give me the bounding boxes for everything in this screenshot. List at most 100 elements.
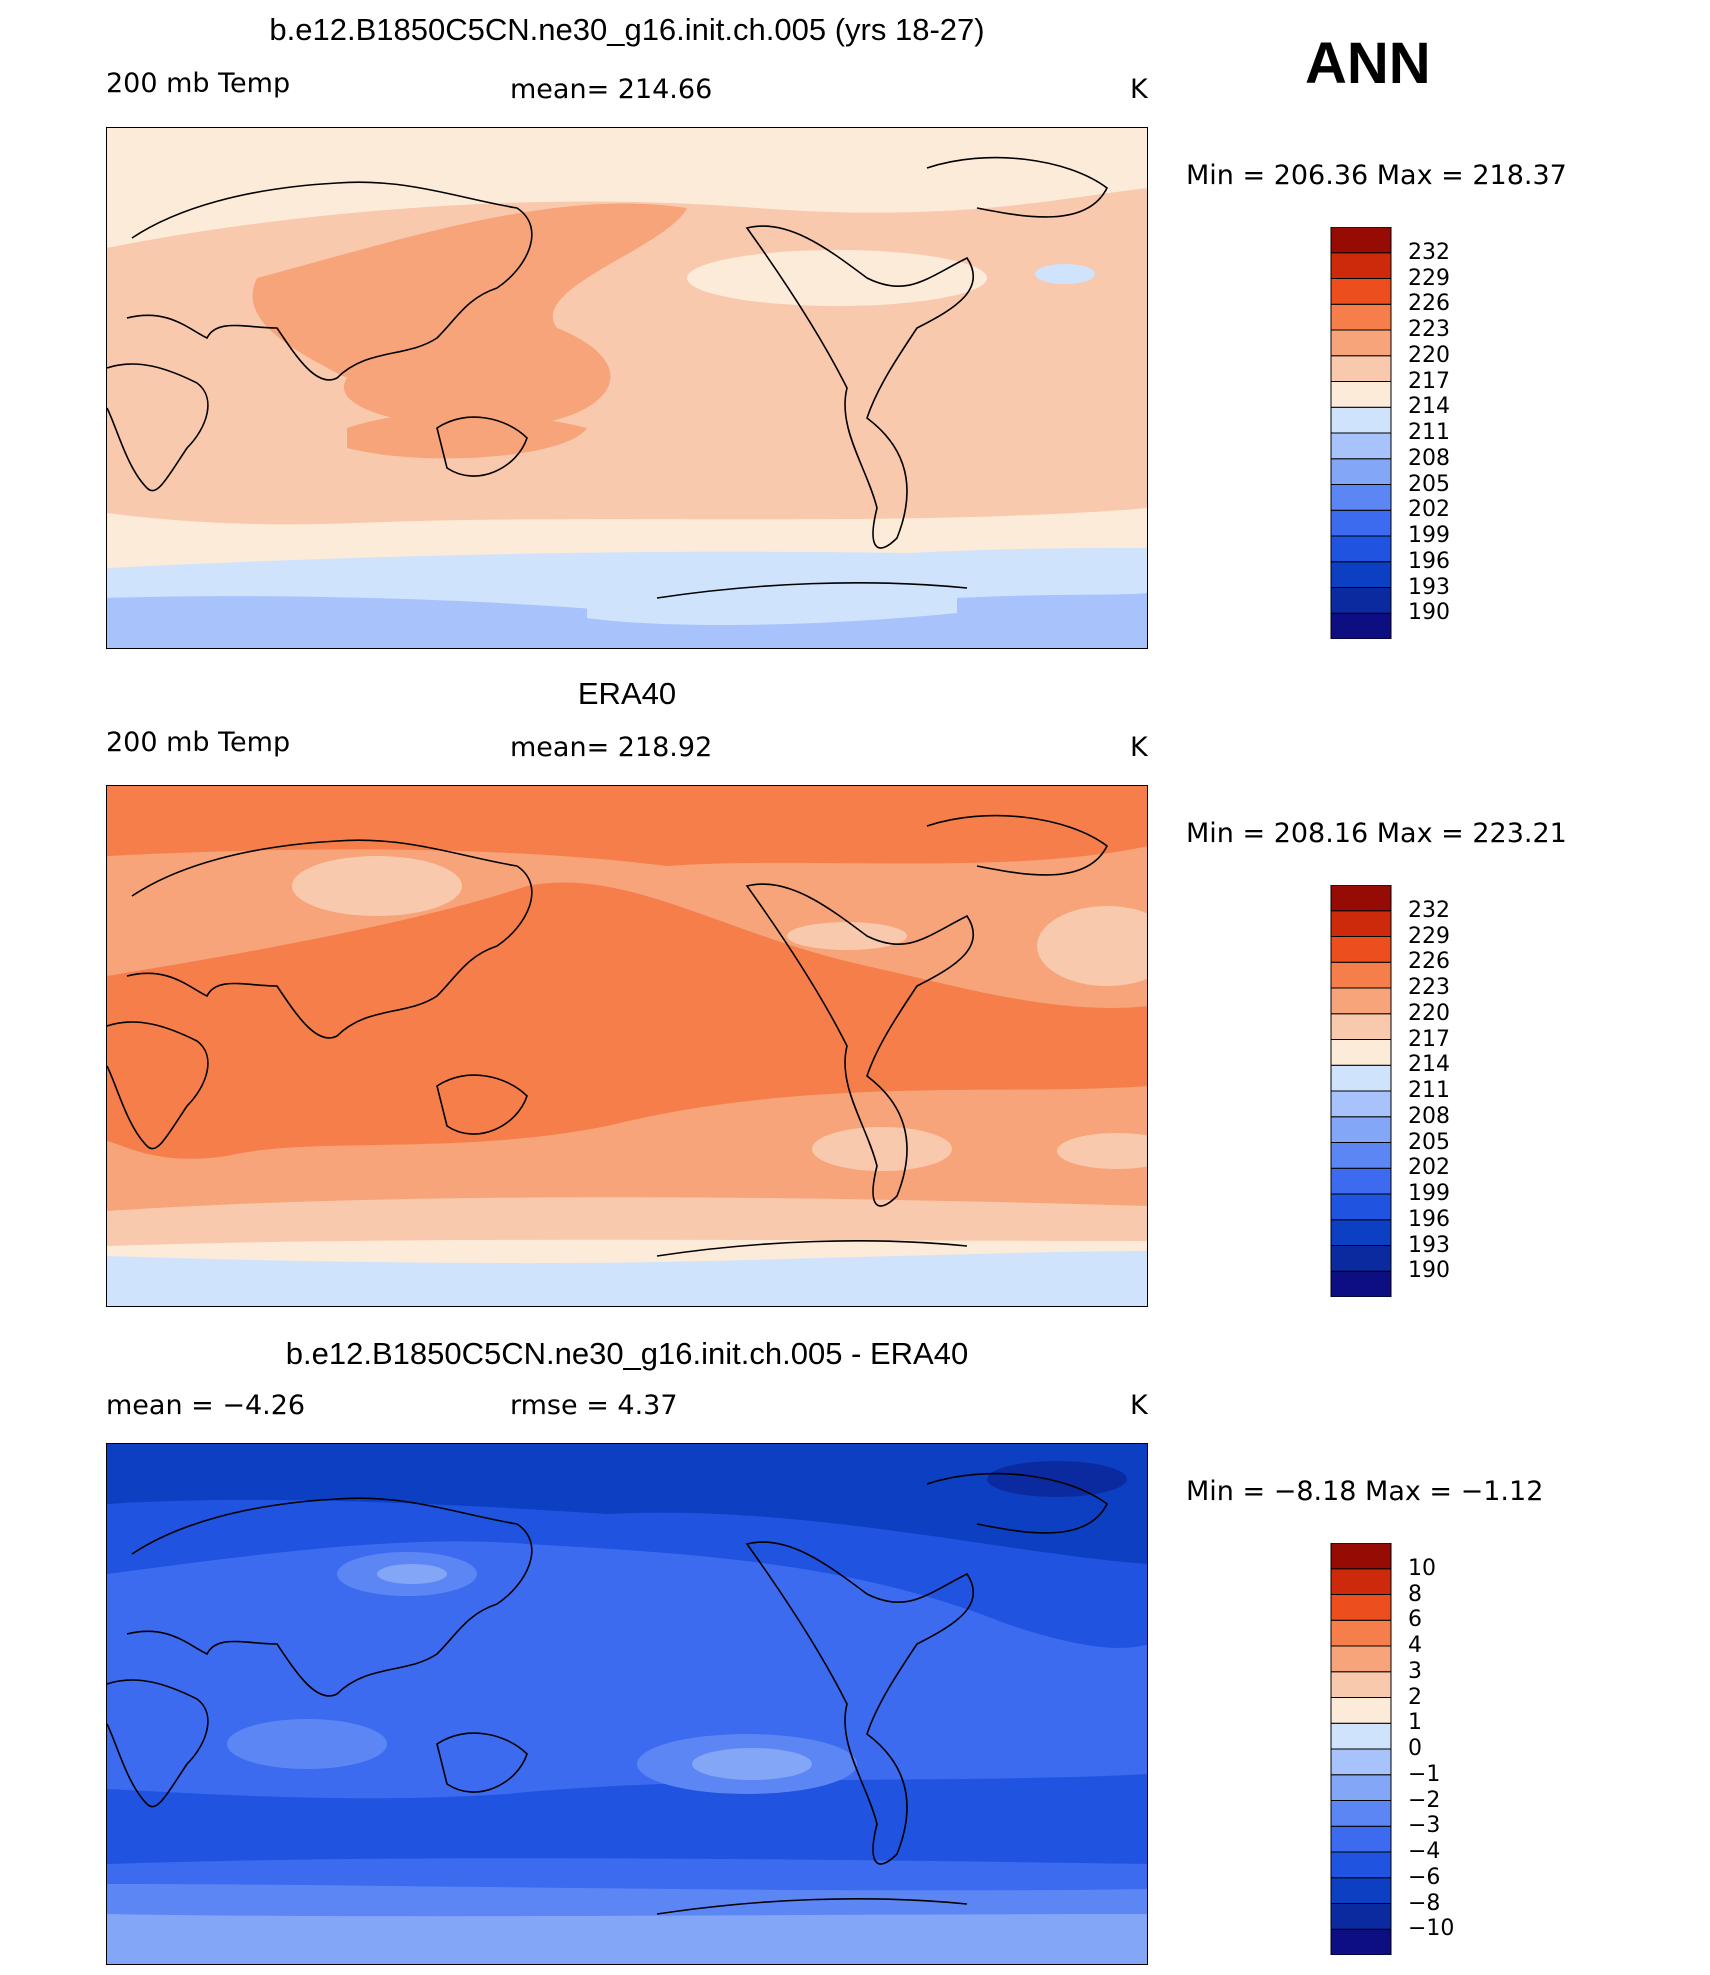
panel1-colorbar-tick: 211	[1408, 420, 1450, 445]
panel1-variable-label: 200 mb Temp	[106, 68, 291, 99]
panel1-fill-warm	[252, 203, 687, 428]
panel3-colorbar-box	[1330, 1594, 1392, 1621]
panel3-rmse-label: rmse = 4.37	[510, 1390, 678, 1421]
panel3-colorbar-tick: 2	[1408, 1684, 1422, 1710]
panel1-fill-blue-spot	[1035, 264, 1095, 284]
season-label: ANN	[1305, 31, 1431, 96]
panel2-colorbar-tick: 205	[1408, 1129, 1450, 1155]
panel1-colorbar-box	[1330, 329, 1392, 357]
panel1-colorbar-box	[1330, 355, 1392, 382]
panel2-colorbar-box	[1330, 910, 1392, 937]
panel2-title: ERA40	[577, 676, 677, 711]
panel3-title: b.e12.B1850C5CN.ne30_g16.init.ch.005 - E…	[285, 1336, 969, 1371]
panel2-coastlines	[107, 814, 1109, 1257]
panel2-fill-south-atlantic	[1057, 1133, 1147, 1169]
panel3-colorbar-tick: 6	[1408, 1607, 1422, 1633]
panel3-colorbar-tick: −10	[1408, 1916, 1455, 1942]
panel3-colorbar-svg	[1330, 1542, 1392, 1956]
panel2-colorbar-tick: 208	[1408, 1103, 1450, 1129]
panel3-colorbar-tick: −4	[1408, 1839, 1441, 1864]
panel2-variable-label: 200 mb Temp	[106, 727, 291, 758]
panel2-colorbar-box	[1330, 961, 1392, 989]
panel3-colorbar-tick: 3	[1408, 1658, 1422, 1684]
panel2-colorbar-svg	[1330, 884, 1392, 1298]
panel2-mean-label: mean= 218.92	[510, 732, 713, 763]
panel3-colorbar-box	[1330, 1774, 1392, 1801]
panel3-colorbar-tick: 8	[1408, 1581, 1422, 1607]
panel3-units: K	[1130, 1390, 1148, 1421]
panel2-colorbar-tick: 193	[1408, 1232, 1450, 1258]
panel2-colorbar-tick: 196	[1408, 1206, 1450, 1232]
panel1-colorbar-box	[1330, 612, 1392, 640]
panel3-colorbar-box	[1330, 1928, 1392, 1956]
panel1-colorbar-box	[1330, 252, 1392, 279]
panel3-colorbar-tick: −1	[1408, 1761, 1441, 1787]
panel2-colorbar-box	[1330, 1064, 1392, 1092]
panel1-colorbar-box	[1330, 484, 1392, 511]
panel1-colorbar-box	[1330, 432, 1392, 460]
panel1-colorbar-tick: 226	[1408, 291, 1450, 317]
panel2-colorbar-box	[1330, 1270, 1392, 1298]
panel3-colorbar-box	[1330, 1645, 1392, 1673]
panel1-colorbar-box	[1330, 226, 1392, 254]
panel3-colorbar-tick: −2	[1408, 1787, 1441, 1813]
panel3-colorbar-box	[1330, 1697, 1392, 1724]
panel3-colorbar-tick: −8	[1408, 1890, 1441, 1916]
panel3-colorbar-box	[1330, 1825, 1392, 1853]
panel3-mean-label: mean = −4.26	[106, 1390, 306, 1421]
panel1-colorbar-box	[1330, 458, 1392, 485]
panel1-colorbar-box	[1330, 278, 1392, 305]
panel1-map-svg	[107, 128, 1147, 648]
panel1-colorbar-box	[1330, 381, 1392, 408]
panel3-colorbar-box	[1330, 1851, 1392, 1879]
panel2-colorbar-box	[1330, 1245, 1392, 1272]
panel1-fill-cool-pacific	[687, 250, 987, 306]
panel2-min-max: Min = 208.16 Max = 223.21	[1186, 818, 1567, 849]
panel2-colorbar-tick: 220	[1408, 1000, 1450, 1026]
panel2-colorbar-box	[1330, 1090, 1392, 1118]
panel2-colorbar-tick: 217	[1408, 1026, 1450, 1052]
panel3-fill-pacific-core	[692, 1748, 812, 1780]
panel1-title: b.e12.B1850C5CN.ne30_g16.init.ch.005 (yr…	[269, 12, 985, 47]
panel3-colorbar-box	[1330, 1671, 1392, 1698]
panel1-map	[106, 127, 1148, 649]
panel1-colorbar-tick: 205	[1408, 471, 1450, 497]
panel3-colorbar-tick: −3	[1408, 1813, 1441, 1839]
panel3-fill-arctic-spot	[987, 1461, 1127, 1497]
panel1-colorbar-tick: 190	[1408, 600, 1450, 626]
panel1-colorbar-tick: 217	[1408, 368, 1450, 394]
panel1-colorbar-box	[1330, 406, 1392, 434]
panel2-colorbar-tick: 226	[1408, 949, 1450, 975]
panel2-colorbar-box	[1330, 1193, 1392, 1221]
panel2-colorbar-tick: 211	[1408, 1078, 1450, 1103]
panel2-colorbar-tick: 214	[1408, 1052, 1450, 1078]
panel2-fill-trop	[107, 882, 1147, 1159]
panel2-colorbar-tick: 202	[1408, 1155, 1450, 1181]
panel3-fill-north	[107, 1444, 1147, 1564]
panel2-map	[106, 785, 1148, 1307]
panel1-colorbar-tick: 220	[1408, 342, 1450, 368]
panel1-colorbar-tick: 199	[1408, 523, 1450, 548]
panel3-fill-south-pole	[107, 1914, 1147, 1964]
panel3-fill-indian	[227, 1719, 387, 1769]
panel1-colorbar-tick: 232	[1408, 239, 1450, 265]
panel1-colorbar-tick: 229	[1408, 265, 1450, 291]
panel1-colorbar-box	[1330, 535, 1392, 563]
panel3-colorbar-tick: 0	[1408, 1736, 1422, 1761]
panel1-colorbar-tick: 208	[1408, 445, 1450, 471]
panel1-colorbar-tick: 202	[1408, 497, 1450, 523]
panel2-colorbar-box	[1330, 1013, 1392, 1040]
panel1-colorbar-box	[1330, 561, 1392, 588]
panel3-colorbar-tick: 4	[1408, 1633, 1422, 1658]
panel1-colorbar-box	[1330, 509, 1392, 537]
panel2-colorbar	[1330, 884, 1392, 1298]
panel3-colorbar-box	[1330, 1619, 1392, 1647]
panel3-colorbar-tick: 1	[1408, 1710, 1422, 1736]
panel2-colorbar-tick: 223	[1408, 975, 1450, 1000]
panel2-colorbar-box	[1330, 987, 1392, 1015]
panel1-colorbar-svg	[1330, 226, 1392, 640]
panel3-colorbar-box	[1330, 1800, 1392, 1827]
panel2-colorbar-box	[1330, 1219, 1392, 1246]
panel1-colorbar-tick: 214	[1408, 394, 1450, 420]
panel2-colorbar-box	[1330, 936, 1392, 963]
